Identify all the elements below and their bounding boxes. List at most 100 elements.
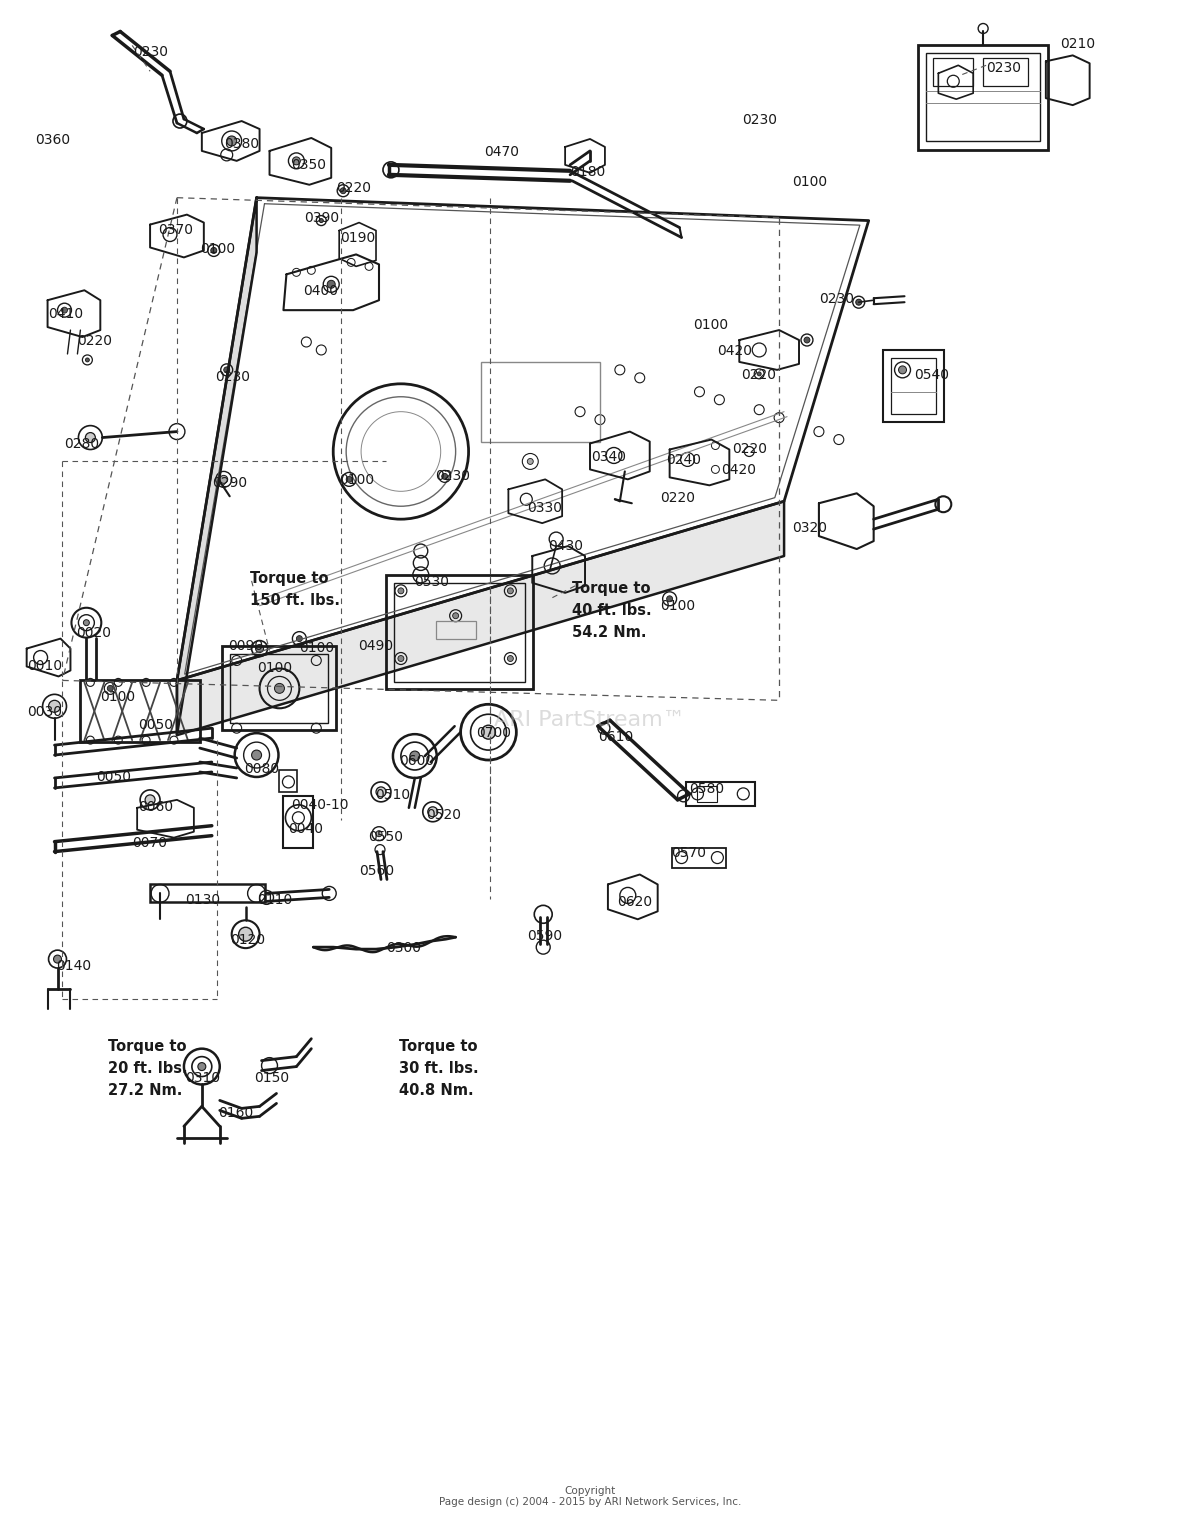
Text: 0230: 0230 (986, 61, 1021, 75)
Circle shape (293, 156, 301, 164)
Text: 0220: 0220 (660, 491, 695, 505)
Text: 0340: 0340 (591, 449, 627, 463)
Bar (926, 54, 1040, 141)
Text: 0150: 0150 (255, 1071, 290, 1085)
Circle shape (376, 787, 386, 796)
Text: 0530: 0530 (414, 575, 448, 589)
Text: 0290: 0290 (211, 477, 247, 491)
Circle shape (227, 137, 237, 146)
Text: 0220: 0220 (733, 442, 767, 456)
Text: 0230: 0230 (742, 114, 778, 127)
Bar (686, 782, 755, 805)
Text: 0110: 0110 (257, 893, 293, 908)
Text: 0100: 0100 (100, 690, 136, 704)
Bar (671, 848, 727, 868)
Circle shape (219, 476, 228, 483)
Text: 0120: 0120 (230, 933, 264, 946)
Text: 0620: 0620 (617, 896, 653, 910)
Text: Torque to: Torque to (572, 581, 650, 595)
Text: 0380: 0380 (224, 137, 258, 150)
Bar (883, 350, 944, 422)
Text: Copyright
Page design (c) 2004 - 2015 by ARI Network Services, Inc.: Copyright Page design (c) 2004 - 2015 by… (439, 1486, 741, 1508)
Bar (283, 796, 314, 848)
Text: 0330: 0330 (527, 502, 563, 515)
Text: 0580: 0580 (689, 782, 725, 796)
Text: 0490: 0490 (358, 638, 393, 652)
Circle shape (145, 795, 155, 805)
Circle shape (198, 1063, 205, 1071)
Circle shape (409, 752, 420, 761)
Text: 40.8 Nm.: 40.8 Nm. (399, 1083, 473, 1097)
Text: 0100: 0100 (792, 175, 827, 189)
Text: 0550: 0550 (368, 830, 404, 844)
Text: 0420: 0420 (721, 463, 756, 477)
Bar (394, 583, 525, 683)
Text: 0050: 0050 (97, 770, 131, 784)
Text: 0100: 0100 (199, 242, 235, 256)
Text: Torque to: Torque to (250, 571, 328, 586)
Text: 0370: 0370 (158, 222, 194, 236)
Text: Torque to: Torque to (109, 1039, 186, 1054)
Text: 0510: 0510 (375, 788, 411, 802)
Text: 0520: 0520 (426, 808, 460, 822)
Text: 0220: 0220 (741, 368, 776, 382)
Text: 0420: 0420 (717, 344, 753, 357)
Circle shape (340, 187, 346, 193)
Circle shape (275, 683, 284, 693)
Polygon shape (177, 502, 784, 735)
Bar (933, 58, 973, 86)
Text: 20 ft. lbs.: 20 ft. lbs. (109, 1060, 188, 1075)
Bar (435, 621, 476, 638)
Text: 0230: 0230 (133, 46, 169, 60)
Text: 0130: 0130 (185, 893, 219, 908)
Bar (150, 885, 264, 902)
Text: 54.2 Nm.: 54.2 Nm. (572, 624, 647, 640)
Text: 0010: 0010 (27, 658, 61, 672)
Text: 0280: 0280 (65, 437, 99, 451)
Text: 0540: 0540 (914, 368, 950, 382)
Text: 0390: 0390 (304, 210, 340, 224)
Text: 0210: 0210 (1060, 37, 1095, 52)
Text: 0050: 0050 (138, 718, 173, 732)
Bar (480, 362, 599, 442)
Circle shape (251, 750, 262, 759)
Text: 0570: 0570 (671, 845, 707, 859)
Text: 0470: 0470 (485, 144, 519, 160)
Text: 0090: 0090 (228, 638, 263, 652)
Circle shape (48, 701, 60, 712)
Circle shape (481, 726, 496, 739)
Bar (983, 58, 1028, 86)
Circle shape (667, 595, 673, 601)
Circle shape (804, 337, 809, 344)
Text: 0190: 0190 (340, 230, 375, 244)
Bar (230, 653, 328, 723)
Circle shape (428, 807, 438, 816)
Circle shape (507, 655, 513, 661)
Text: ARI PartStream™: ARI PartStream™ (494, 710, 686, 730)
Text: 0100: 0100 (660, 598, 695, 612)
Text: 150 ft. lbs.: 150 ft. lbs. (250, 592, 340, 607)
Text: 0560: 0560 (359, 864, 394, 877)
Circle shape (84, 620, 90, 626)
Circle shape (527, 459, 533, 465)
Text: 0320: 0320 (792, 522, 827, 535)
Text: 0100: 0100 (257, 661, 293, 675)
Text: 0600: 0600 (399, 755, 434, 769)
Text: 0240: 0240 (666, 454, 701, 468)
Text: 40 ft. lbs.: 40 ft. lbs. (572, 603, 651, 618)
Text: 0230: 0230 (819, 293, 854, 307)
Text: 27.2 Nm.: 27.2 Nm. (109, 1083, 183, 1097)
Text: 0410: 0410 (48, 307, 84, 321)
Circle shape (856, 299, 861, 305)
Text: 0100: 0100 (694, 318, 728, 333)
Bar (386, 575, 533, 689)
Circle shape (256, 644, 263, 652)
Bar (918, 46, 1048, 150)
Circle shape (85, 357, 90, 362)
Circle shape (346, 477, 352, 482)
Text: 0020: 0020 (77, 626, 111, 640)
Circle shape (85, 433, 96, 442)
Text: 0230: 0230 (215, 370, 250, 384)
Text: 0040-10: 0040-10 (291, 798, 349, 811)
Bar (222, 646, 336, 730)
